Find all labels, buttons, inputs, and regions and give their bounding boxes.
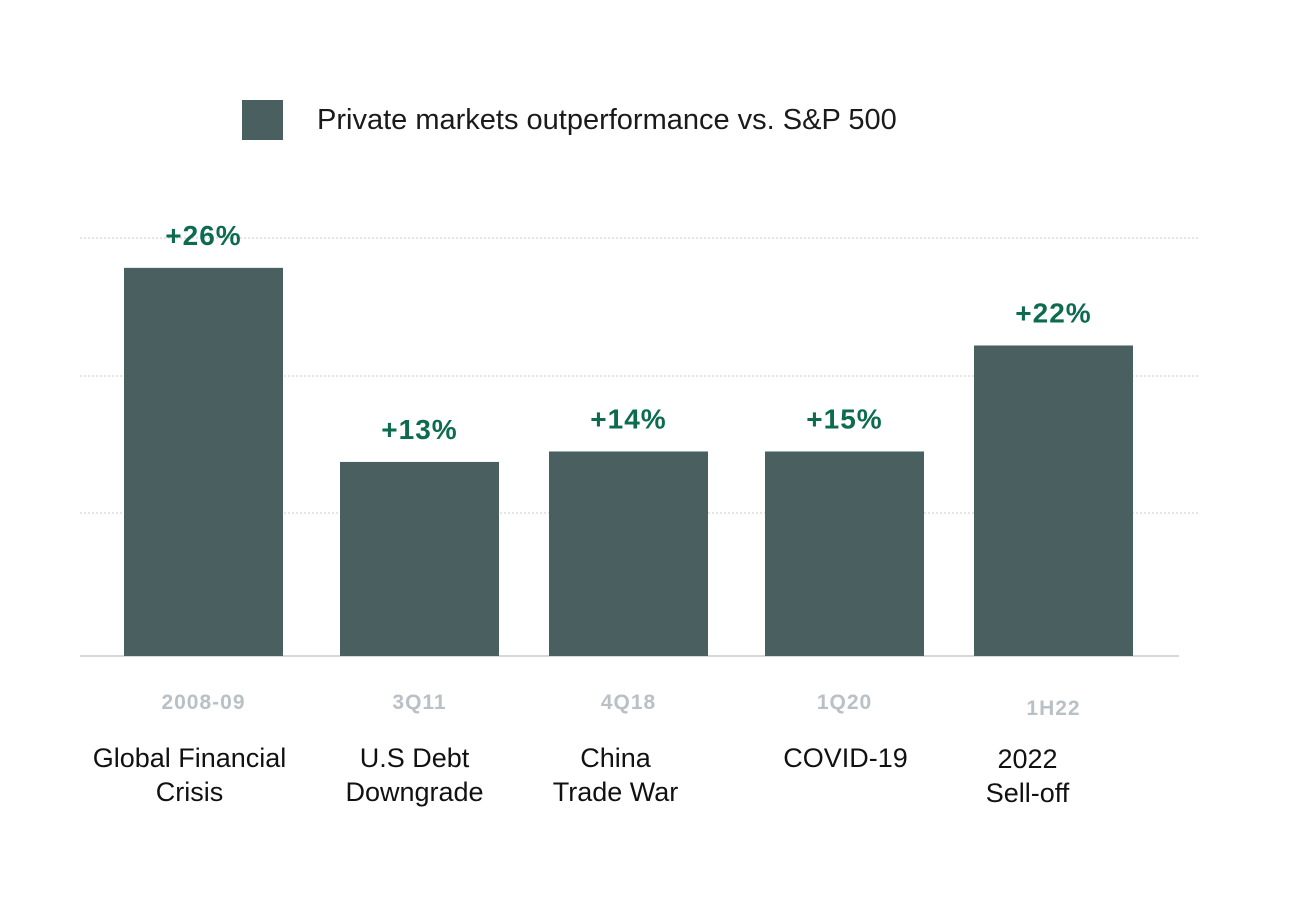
period-labels: 2008-09 3Q11 4Q18 1Q20 1H22 bbox=[161, 691, 1080, 720]
legend: Private markets outperformance vs. S&P 5… bbox=[242, 100, 897, 140]
bar-1H22 bbox=[974, 345, 1133, 656]
data-labels: +26% +13% +14% +15% +22% bbox=[165, 220, 1091, 445]
data-label-2008-09: +26% bbox=[165, 220, 241, 251]
data-label-1Q20: +15% bbox=[806, 403, 882, 434]
bars bbox=[124, 267, 1133, 656]
event-label-3Q11-line-2: Downgrade bbox=[345, 777, 483, 807]
event-label-1Q20-line-1: COVID-19 bbox=[783, 743, 908, 773]
period-label-4Q18: 4Q18 bbox=[601, 691, 656, 714]
period-label-1H22: 1H22 bbox=[1026, 697, 1080, 720]
event-label-4Q18-line-1: China bbox=[580, 743, 652, 773]
event-label-1H22-line-1: 2022 bbox=[997, 744, 1057, 774]
data-label-3Q11: +13% bbox=[381, 414, 457, 445]
data-label-1H22: +22% bbox=[1015, 297, 1091, 328]
period-label-2008-09: 2008-09 bbox=[161, 691, 245, 714]
bar-1Q20 bbox=[765, 451, 924, 656]
event-label-2008-09-line-2: Crisis bbox=[156, 777, 224, 807]
data-label-4Q18: +14% bbox=[590, 403, 666, 434]
period-label-1Q20: 1Q20 bbox=[817, 691, 872, 714]
event-label-3Q11-line-1: U.S Debt bbox=[360, 743, 470, 773]
event-label-2008-09-line-1: Global Financial bbox=[93, 743, 287, 773]
bar-2008-09 bbox=[124, 267, 283, 656]
period-label-3Q11: 3Q11 bbox=[392, 691, 446, 714]
legend-label: Private markets outperformance vs. S&P 5… bbox=[317, 104, 897, 136]
legend-swatch bbox=[242, 100, 283, 140]
event-label-1H22-line-2: Sell-off bbox=[986, 778, 1070, 808]
bar-4Q18 bbox=[549, 451, 708, 656]
bar-3Q11 bbox=[340, 461, 499, 656]
event-labels: Global Financial Crisis U.S Debt Downgrade C… bbox=[93, 743, 1070, 808]
event-label-4Q18-line-2: Trade War bbox=[553, 777, 679, 807]
